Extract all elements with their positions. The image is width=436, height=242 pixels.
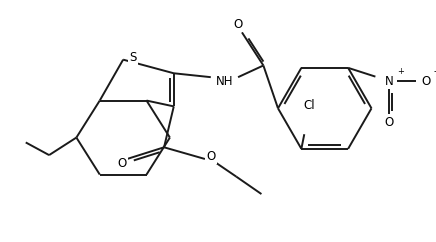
Text: -: - [434,66,436,76]
Text: S: S [129,51,136,64]
Text: Cl: Cl [303,99,315,113]
Text: O: O [422,75,431,88]
Text: N: N [385,75,393,88]
Text: O: O [385,116,394,129]
Text: O: O [233,18,243,31]
Text: O: O [206,150,215,163]
Text: +: + [397,67,404,76]
Text: O: O [118,157,127,170]
Text: NH: NH [216,75,233,88]
